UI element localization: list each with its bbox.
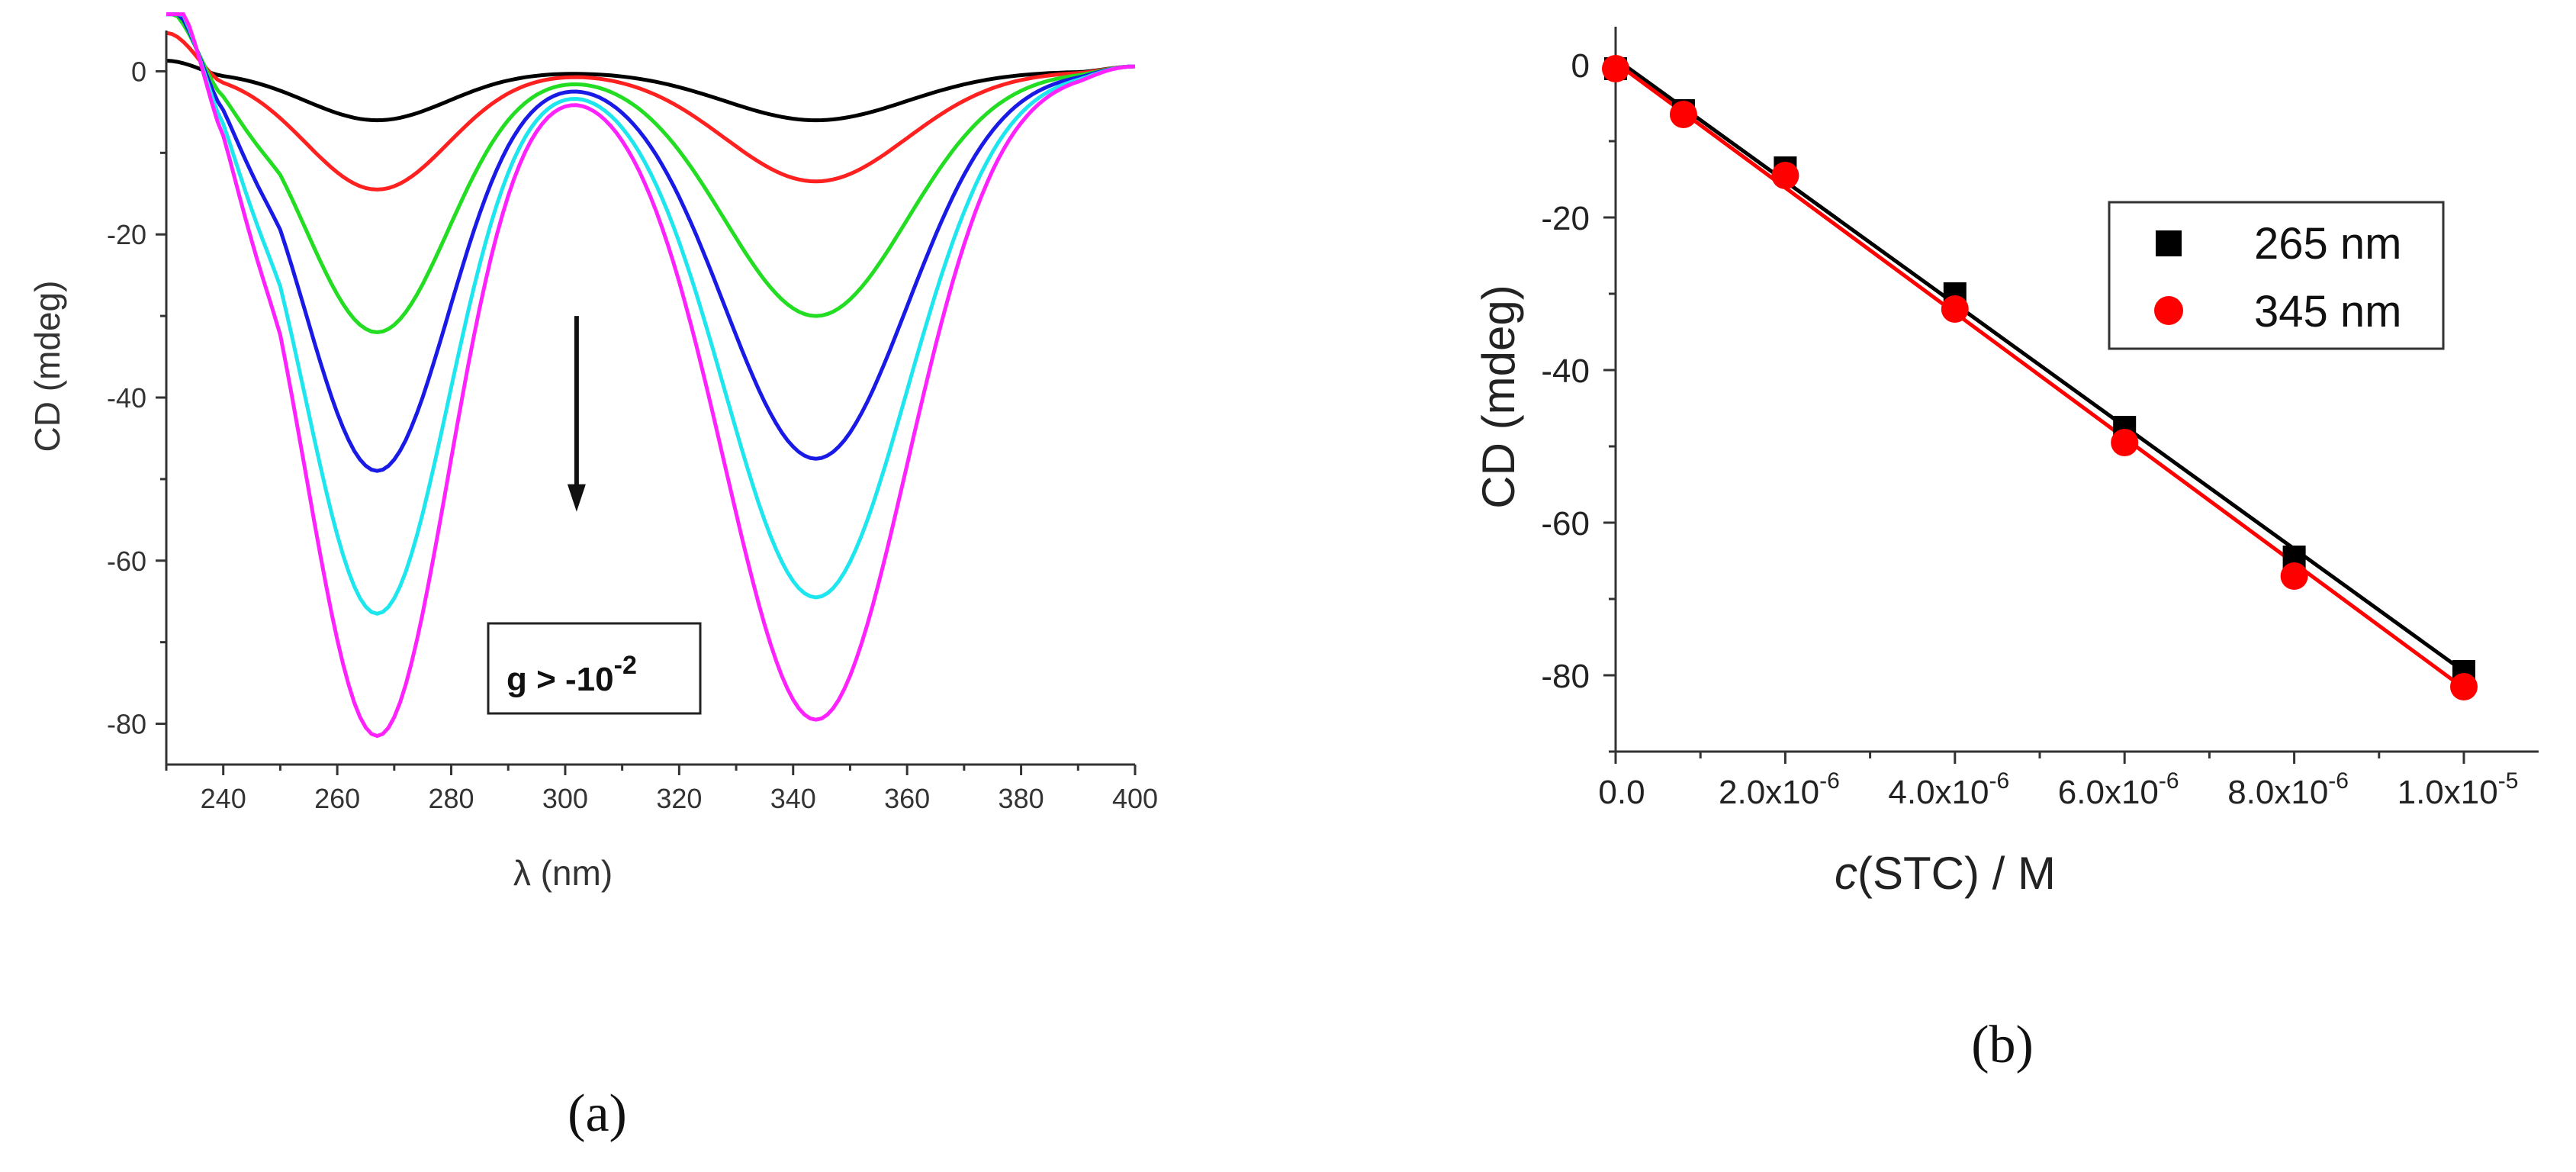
x-tick-base: 2.0x10 [1719, 774, 1819, 811]
cd-curve-blue [166, 12, 1136, 473]
y-tick-label: -20 [1541, 200, 1590, 237]
y-tick-label: -20 [107, 219, 146, 250]
x-tick-base: 6.0x10 [2058, 774, 2159, 811]
panel-b-y-ticks: 0 -20 -40 -60 -80 [1541, 47, 1616, 753]
legend-entry-345: 345 nm [2254, 287, 2401, 336]
x-tick-label: 8.0x10-6 [2227, 768, 2349, 811]
y-tick-label: -80 [1541, 658, 1590, 695]
annotation-box [487, 622, 702, 715]
panel-a: 240 260 280 300 320 340 360 380 400 0 -20 -40 -60 -8… [27, 12, 1158, 1143]
x-tick-exponent: -6 [2159, 768, 2179, 794]
x-tick-base: 0.0 [1598, 774, 1645, 811]
cd-curve-green [166, 12, 1136, 335]
y-tick-label: -60 [1541, 505, 1590, 543]
cd-curve-cyan [166, 12, 1136, 616]
panel-b-x-label: c(STC) / M [1835, 848, 2056, 899]
panel-a-y-ticks: 0 -20 -40 -60 -80 [107, 56, 166, 740]
x-tick-label: 380 [999, 783, 1044, 814]
panel-a-y-label: CD (mdeg) [27, 281, 67, 452]
fit-line-345-nm [1614, 60, 2465, 691]
annotation-text: g > -10-2 [507, 651, 637, 698]
x-tick-label: 280 [428, 783, 474, 814]
panel-b-y-label: CD (mdeg) [1473, 285, 1524, 508]
point-345nm [2450, 673, 2478, 700]
panel-b-legend: 265 nm 345 nm [2108, 201, 2445, 350]
x-tick-base: 4.0x10 [1888, 774, 1989, 811]
cd-curve-magenta [166, 12, 1136, 739]
x-tick-exponent: -6 [1819, 768, 1840, 794]
x-tick-label: 0.0 [1598, 774, 1645, 811]
point-345nm [1941, 295, 1969, 323]
point-345nm [1771, 162, 1799, 189]
y-tick-label: -60 [107, 546, 146, 577]
x-tick-label: 260 [314, 783, 360, 814]
x-tick-label: 340 [770, 783, 816, 814]
point-345nm [2280, 562, 2308, 590]
point-345nm [1602, 55, 1629, 82]
panel-a-curves [166, 12, 1136, 739]
point-345nm [2111, 429, 2139, 456]
panel-b-label: (b) [1971, 1016, 2034, 1074]
x-tick-label: 1.0x10-5 [2398, 768, 2519, 811]
x-tick-label: 400 [1112, 783, 1158, 814]
x-tick-label: 320 [656, 783, 702, 814]
panel-b: 0.0 2.0x10-6 4.0x10-6 6.0x10-6 8.0x10-6 1.0x1… [1473, 27, 2539, 1074]
legend-circle-marker [2154, 296, 2183, 325]
y-tick-label: 0 [1571, 47, 1590, 85]
panel-a-x-ticks: 240 260 280 300 320 340 360 380 400 [165, 765, 1158, 814]
y-tick-label: -40 [107, 382, 146, 414]
panel-b-points [1602, 55, 2478, 700]
annotation-exponent: -2 [614, 651, 637, 680]
panel-a-label: (a) [568, 1084, 627, 1143]
panel-b-x-label-italic: c [1835, 848, 1857, 899]
y-tick-label: -40 [1541, 353, 1590, 390]
y-tick-label: -80 [107, 709, 146, 740]
panel-a-x-label: λ (nm) [513, 853, 613, 893]
panel-b-x-label-rest: (STC) / M [1857, 848, 2056, 899]
panel-b-x-ticks: 0.0 2.0x10-6 4.0x10-6 6.0x10-6 8.0x10-6 1.0x1… [1598, 752, 2518, 811]
x-tick-exponent: -6 [2328, 768, 2349, 794]
panel-a-annotation: g > -10-2 [487, 622, 702, 715]
arrow-head [567, 484, 586, 512]
x-tick-label: 4.0x10-6 [1888, 768, 2009, 811]
x-tick-exponent: -6 [1989, 768, 2010, 794]
x-tick-label: 6.0x10-6 [2058, 768, 2179, 811]
x-tick-exponent: -5 [2498, 768, 2519, 794]
point-345nm [1669, 101, 1697, 128]
panel-b-fit-lines [1614, 56, 2465, 691]
y-tick-label: 0 [131, 56, 146, 87]
cd-curve-red [166, 31, 1136, 192]
x-tick-label: 240 [201, 783, 246, 814]
x-tick-label: 360 [884, 783, 930, 814]
legend-entry-265: 265 nm [2254, 219, 2401, 269]
panel-a-arrow [567, 316, 586, 512]
x-tick-base: 8.0x10 [2227, 774, 2328, 811]
x-tick-label: 300 [542, 783, 588, 814]
cd-curve-black [166, 59, 1136, 123]
legend-square-marker [2156, 230, 2182, 256]
x-tick-base: 1.0x10 [2398, 774, 2498, 811]
fit-line-265-nm [1614, 56, 2465, 674]
x-tick-label: 2.0x10-6 [1719, 768, 1840, 811]
annotation-main: g > -10 [507, 661, 614, 698]
